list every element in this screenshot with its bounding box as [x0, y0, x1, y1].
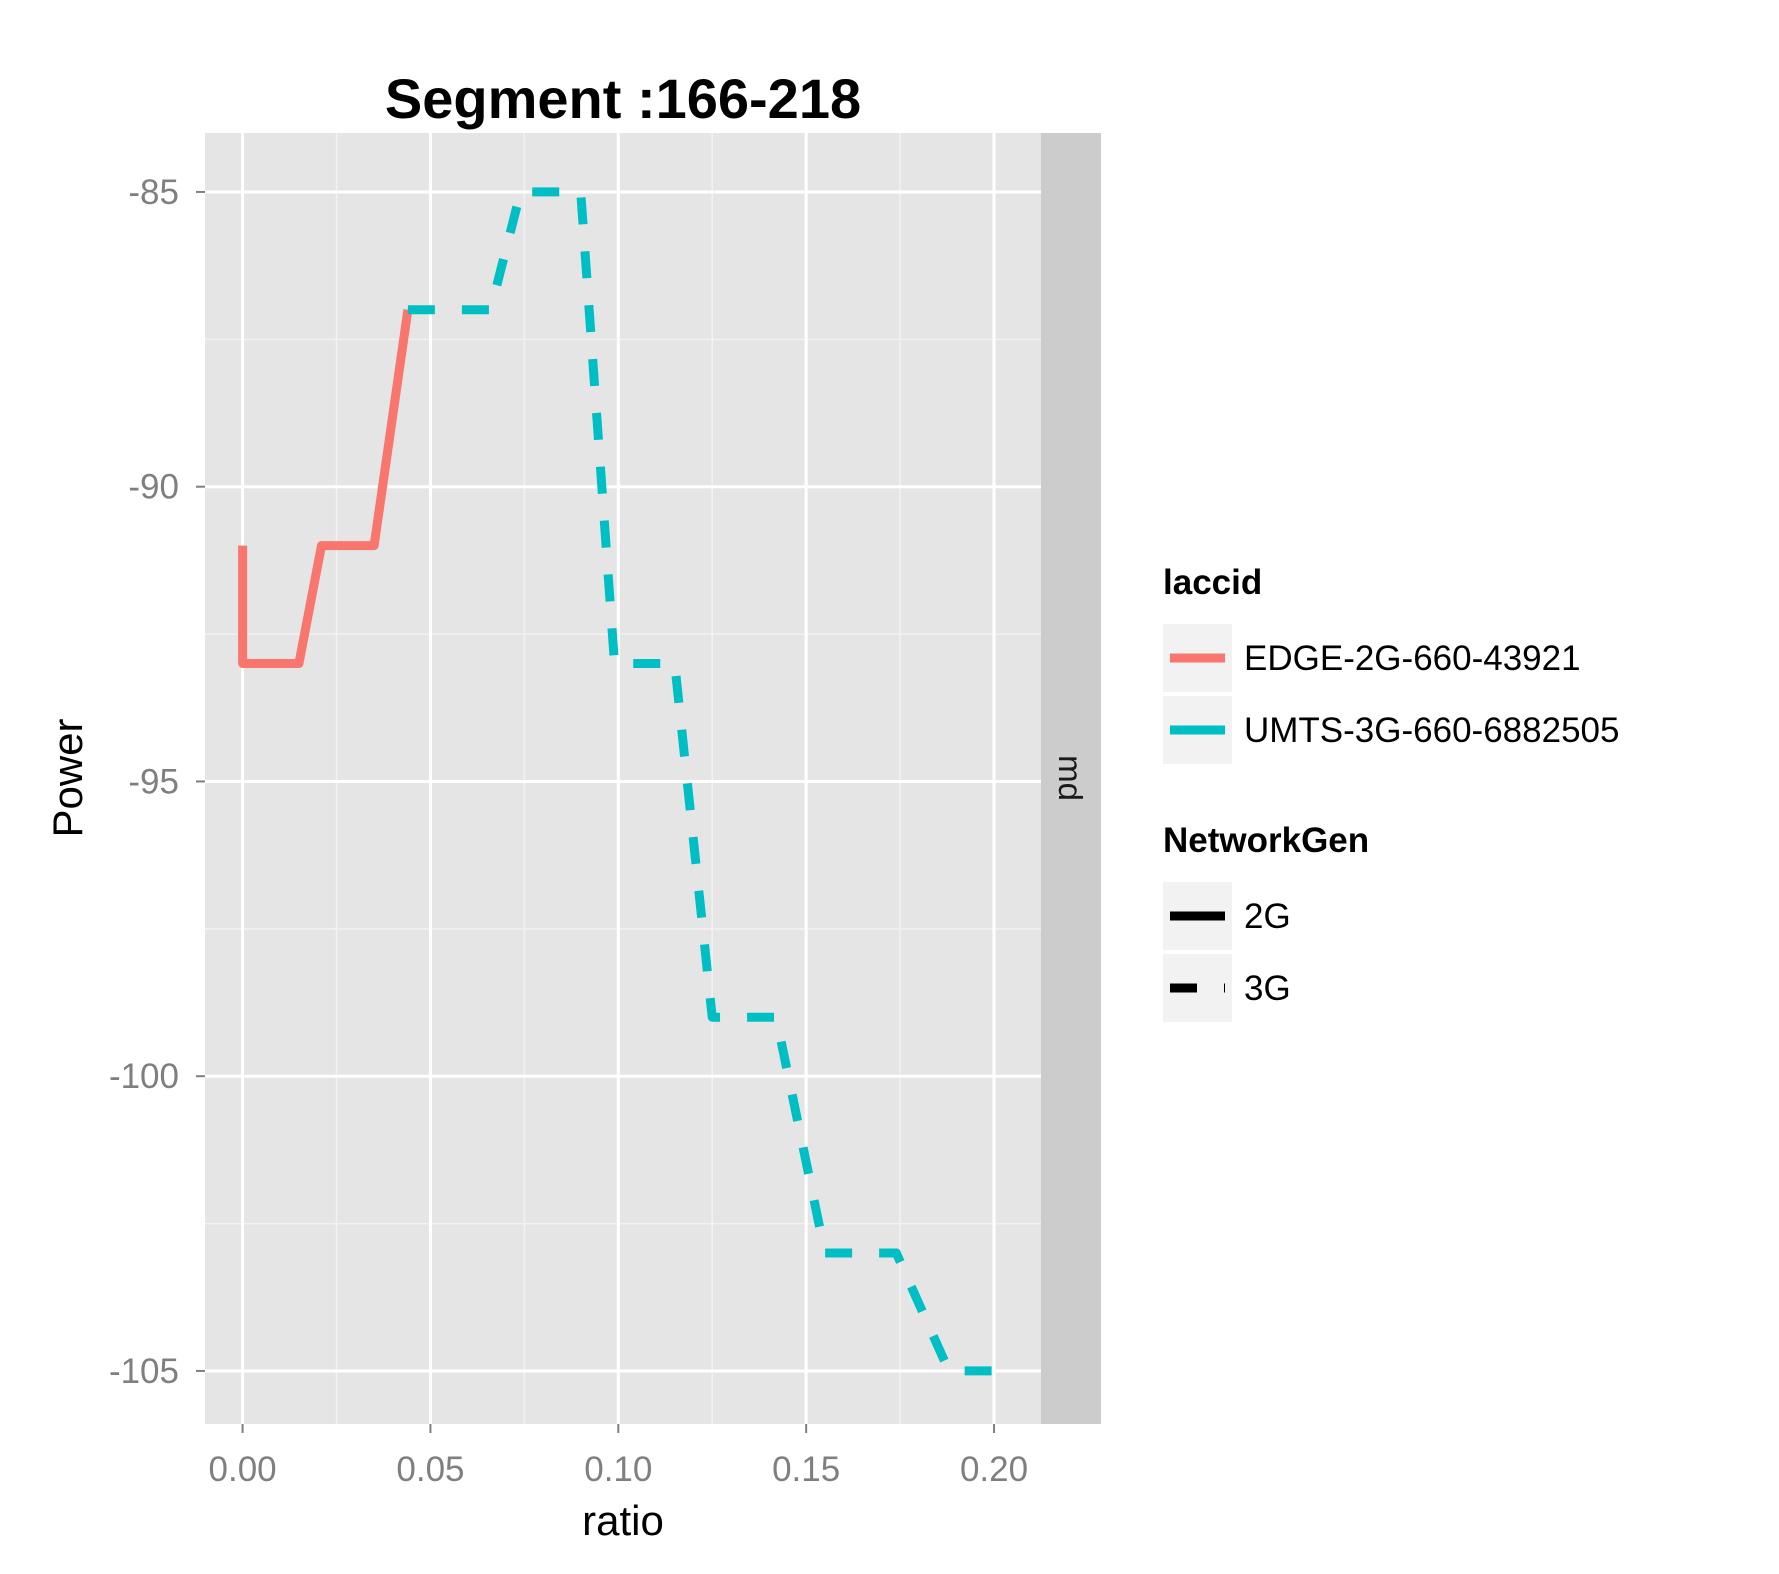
chart-title: Segment :166-218	[385, 67, 861, 130]
x-tick-label: 0.00	[209, 1450, 277, 1489]
y-tick-label: -105	[109, 1352, 179, 1391]
facet-strip-label: md	[1052, 755, 1089, 801]
legend-title: laccid	[1163, 563, 1262, 602]
facet-strip	[1041, 133, 1101, 1424]
x-tick-label: 0.05	[396, 1450, 464, 1489]
y-axis-ticks: -85 -90 -95 -100 -105	[109, 173, 205, 1391]
minor-grid	[205, 133, 1041, 1424]
series-layer	[238, 187, 1002, 1376]
legend-entry-label: 2G	[1244, 897, 1291, 936]
legend-entry-label: EDGE-2G-660-43921	[1244, 639, 1581, 678]
series-line-2	[407, 187, 1002, 1376]
plot-panel	[205, 133, 1041, 1424]
x-tick-label: 0.20	[960, 1450, 1028, 1489]
legend-area: laccid EDGE-2G-660-43921 UMTS-3G-660-68825…	[1163, 563, 1619, 1022]
x-axis-title: ratio	[582, 1497, 664, 1544]
legend-title: NetworkGen	[1163, 821, 1369, 860]
major-grid	[205, 133, 1041, 1424]
y-tick-label: -85	[128, 173, 179, 212]
y-tick-label: -90	[128, 468, 179, 507]
y-tick-label: -100	[109, 1057, 179, 1096]
x-axis-ticks: 0.00 0.05 0.10 0.15 0.20	[209, 1424, 1028, 1489]
series-line-1	[238, 309, 413, 668]
x-tick-label: 0.15	[772, 1450, 840, 1489]
x-tick-label: 0.10	[584, 1450, 652, 1489]
legend-entry-label: 3G	[1244, 969, 1291, 1008]
y-tick-label: -95	[128, 762, 179, 801]
y-axis-title: Power	[44, 718, 91, 837]
legend-entry-label: UMTS-3G-660-6882505	[1244, 711, 1619, 750]
